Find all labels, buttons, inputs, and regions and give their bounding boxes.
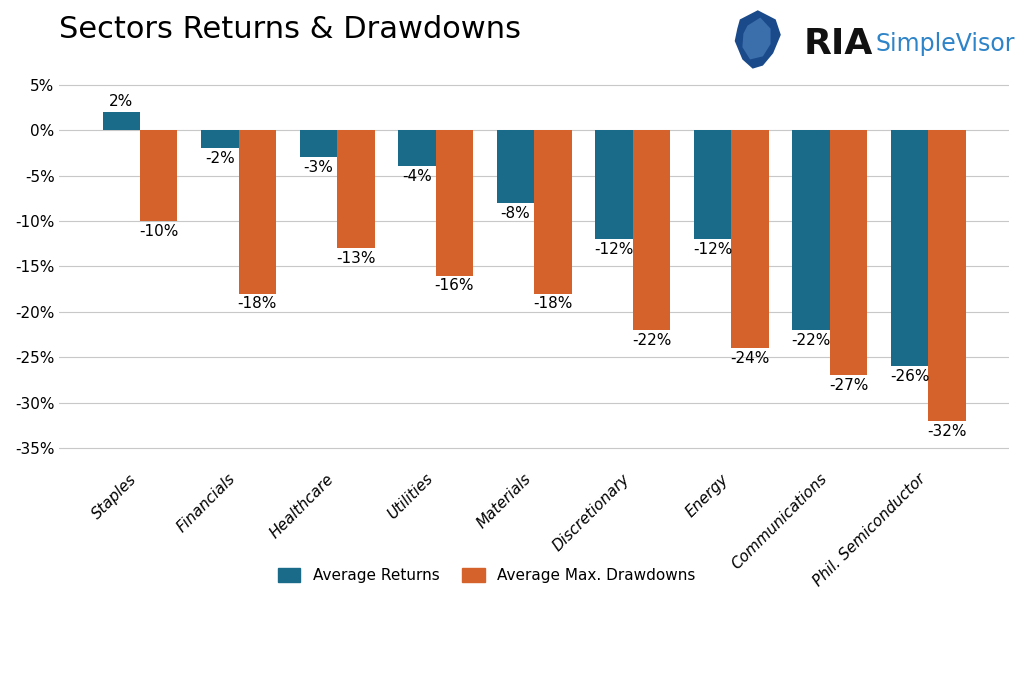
Bar (694, 130, 731, 239)
Text: -4%: -4% (402, 169, 432, 184)
Text: -24%: -24% (730, 351, 770, 366)
Legend: Average Returns, Average Max. Drawdowns: Average Returns, Average Max. Drawdowns (271, 562, 702, 589)
Text: -27%: -27% (828, 378, 868, 393)
Bar (829, 130, 867, 376)
Bar (497, 130, 535, 203)
Text: -22%: -22% (632, 333, 671, 348)
Text: RIA: RIA (804, 27, 873, 61)
Bar (435, 130, 473, 275)
Text: 2%: 2% (110, 94, 133, 109)
Text: -22%: -22% (792, 333, 830, 348)
Polygon shape (735, 10, 780, 69)
Bar (929, 130, 966, 421)
Text: -13%: -13% (336, 251, 376, 266)
Bar (535, 130, 571, 294)
Bar (793, 130, 829, 330)
Bar (398, 130, 435, 167)
Bar (201, 130, 239, 148)
Text: -18%: -18% (534, 296, 572, 311)
Bar (595, 130, 633, 239)
Bar (731, 130, 769, 348)
Text: -12%: -12% (594, 242, 634, 257)
Text: -8%: -8% (501, 206, 530, 221)
Text: -32%: -32% (928, 423, 967, 438)
Text: -2%: -2% (205, 151, 234, 166)
Bar (337, 130, 375, 249)
Text: -16%: -16% (434, 278, 474, 293)
Text: Sectors Returns & Drawdowns: Sectors Returns & Drawdowns (59, 15, 521, 44)
Bar (891, 130, 929, 366)
Bar (102, 112, 140, 130)
Text: -26%: -26% (890, 369, 930, 384)
Text: -12%: -12% (693, 242, 732, 257)
Bar (140, 130, 177, 221)
Bar (633, 130, 670, 330)
Text: -18%: -18% (238, 296, 276, 311)
Text: -10%: -10% (139, 224, 178, 239)
Text: -3%: -3% (303, 160, 333, 175)
Bar (300, 130, 337, 157)
Bar (239, 130, 276, 294)
Polygon shape (742, 18, 770, 59)
Text: SimpleVisor: SimpleVisor (876, 32, 1015, 57)
